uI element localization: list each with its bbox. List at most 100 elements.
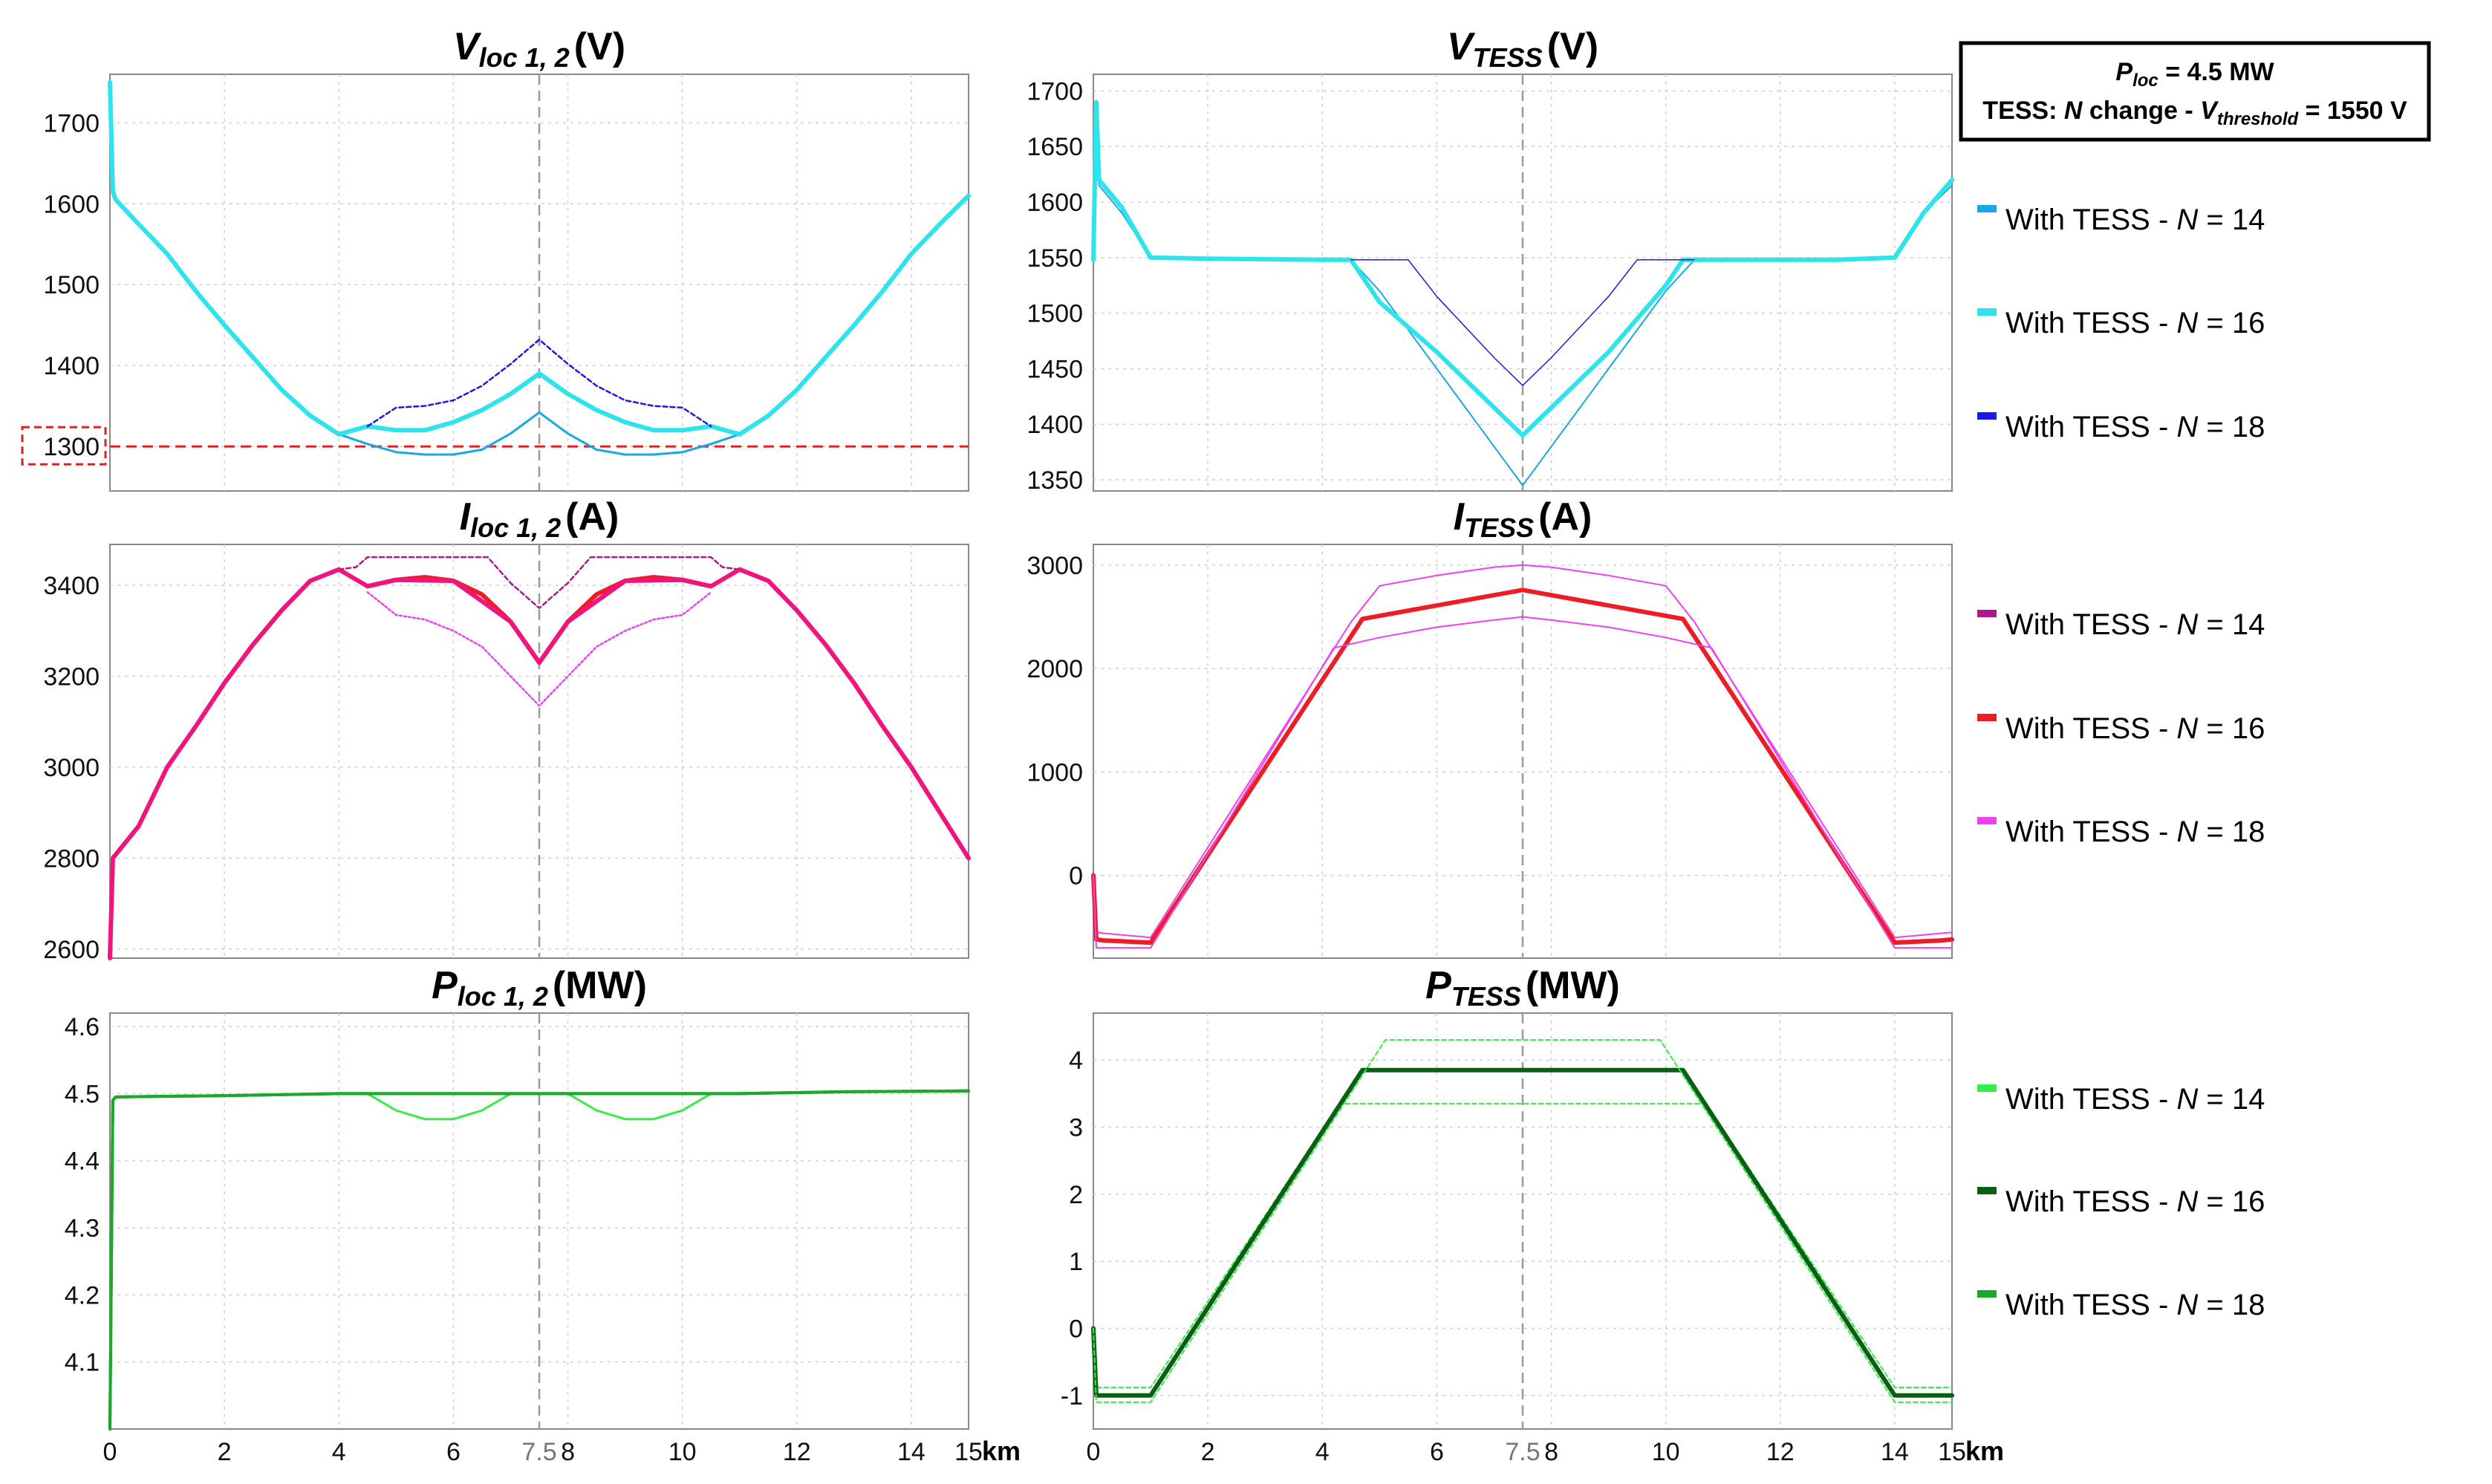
y-tick-label: 3000: [43, 754, 100, 782]
y-tick-label: 4.3: [65, 1214, 100, 1243]
info-line-2: TESS: N change - Vthreshold = 1550 V: [1982, 97, 2407, 129]
x-tick-label: 2: [218, 1438, 232, 1466]
y-tick-label: 1350: [1027, 466, 1083, 495]
info-line-2-b: change -: [2082, 97, 2200, 125]
legend-label: With TESS - N = 16: [2005, 307, 2265, 339]
legend-swatch: [1977, 817, 1997, 824]
y-tick-label: 1450: [1027, 355, 1083, 383]
info-line-1-sub: loc: [2132, 71, 2158, 91]
series-line: [366, 339, 712, 428]
info-line-1-var: P: [2115, 58, 2132, 86]
plot-area: [1093, 74, 1953, 492]
info-line-2-c: = 1550 V: [2298, 97, 2407, 125]
legend-label: With TESS - N = 16: [2005, 1185, 2265, 1218]
legend-swatch: [1977, 412, 1997, 420]
series-line: [1093, 564, 1953, 939]
reference-label: 1300: [43, 433, 100, 461]
panel-title: Iloc 1, 2 (A): [460, 495, 619, 543]
y-tick-label: 1700: [1027, 77, 1083, 105]
y-tick-label: 4.4: [65, 1148, 100, 1176]
info-line-2-n: N: [2064, 97, 2083, 125]
legend-label: With TESS - N = 14: [2005, 204, 2265, 236]
legend-voltage: With TESS - N = 14 With TESS - N = 16 Wi…: [1977, 204, 2265, 443]
legend-swatch: [1977, 1084, 1997, 1092]
legend-current: With TESS - N = 14 With TESS - N = 16 Wi…: [1977, 608, 2265, 848]
series-line: [1350, 259, 1695, 386]
info-line-1: Ploc = 4.5 MW: [2115, 58, 2274, 91]
x-axis-unit: km: [982, 1436, 1021, 1466]
panel-title: Vloc 1, 2 (V): [453, 25, 625, 73]
legend-swatch: [1977, 205, 1997, 212]
legend-label: With TESS - N = 18: [2005, 411, 2265, 443]
x-tick-label: 7.5: [1505, 1438, 1540, 1466]
legend-label: With TESS - N = 16: [2005, 712, 2265, 745]
legend-swatch: [1977, 610, 1997, 617]
x-tick-label: 15: [1938, 1438, 1966, 1466]
series-line: [1091, 100, 1954, 438]
series-line: [1091, 1067, 1954, 1398]
y-tick-label: -1: [1061, 1382, 1083, 1410]
x-tick-label: 2: [1201, 1438, 1215, 1466]
series-line: [108, 567, 971, 960]
panel-title: Ploc 1, 2 (MW): [432, 964, 647, 1012]
series-line: [1091, 588, 1954, 946]
x-tick-label: 12: [783, 1438, 811, 1466]
series-line: [1093, 616, 1953, 949]
legend-swatch: [1977, 1290, 1997, 1298]
x-tick-label: 6: [1430, 1438, 1444, 1466]
chart-i-tess: 0 1000 2000 3000 ITESS (A): [1027, 495, 1954, 959]
legend-label: With TESS - N = 14: [2005, 608, 2265, 641]
legend-label: With TESS - N = 18: [2005, 1289, 2265, 1321]
info-line-2-sub: threshold: [2217, 109, 2300, 129]
x-tick-label: 15: [954, 1438, 983, 1466]
y-tick-label: 2: [1069, 1181, 1083, 1209]
y-tick-label: 2800: [43, 844, 100, 873]
x-tick-label: 4: [332, 1438, 346, 1466]
y-tick-label: 3400: [43, 572, 100, 600]
y-tick-label: 1000: [1027, 758, 1083, 787]
y-tick-label: 1700: [43, 109, 100, 137]
y-tick-label: 1400: [43, 352, 100, 380]
panel-title: PTESS (MW): [1425, 964, 1620, 1012]
legend-swatch: [1977, 1187, 1997, 1194]
x-tick-label: 4: [1315, 1438, 1330, 1466]
info-box-frame: [1959, 41, 2431, 142]
y-tick-label: 0: [1069, 862, 1083, 891]
y-tick-label: 0: [1069, 1315, 1083, 1344]
chart-v-tess: 1350 1400 1450 1500 1550 1600 1650 1700 VTESS (V): [1027, 25, 1954, 495]
x-tick-label: 7.5: [521, 1438, 556, 1466]
y-tick-label: 3: [1069, 1114, 1083, 1142]
chart-p-loc: 0 2 4 6 7.5 8 10 12 14 15 km 4.1 4.2 4.3 4.4 4.5 4.6 Ploc…: [65, 964, 1021, 1466]
panel-title: VTESS (V): [1447, 25, 1598, 73]
y-tick-label: 4.5: [65, 1080, 100, 1108]
x-tick-label: 10: [668, 1438, 697, 1466]
y-tick-label: 3000: [1027, 552, 1083, 580]
chart-i-loc: 2600 2800 3000 3200 3400 Iloc 1, 2 (A): [43, 495, 971, 964]
y-tick-label: 2600: [43, 936, 100, 964]
series-line: [366, 591, 712, 707]
x-tick-label: 12: [1766, 1438, 1795, 1466]
info-box: Ploc = 4.5 MW TESS: N change - Vthreshol…: [1959, 41, 2431, 142]
x-tick-label: 8: [1544, 1438, 1558, 1466]
y-tick-label: 1600: [1027, 189, 1083, 217]
y-tick-label: 4.2: [65, 1281, 100, 1309]
x-tick-label: 6: [446, 1438, 461, 1466]
y-tick-label: 1500: [1027, 300, 1083, 328]
x-axis-unit: km: [1965, 1436, 2004, 1466]
x-tick-label: 10: [1652, 1438, 1680, 1466]
x-tick-label: 14: [1881, 1438, 1909, 1466]
chart-panels: 130014001500160017001300Vloc 1, 2(V)1350…: [21, 25, 2004, 1466]
chart-v-loc: 130014001500160017001300Vloc 1, 2(V): [21, 25, 971, 492]
series-line: [108, 1089, 970, 1431]
y-tick-label: 4.6: [65, 1013, 100, 1041]
y-tick-label: 4: [1069, 1047, 1083, 1075]
info-line-2-v: V: [2200, 97, 2219, 125]
info-line-1-rest: = 4.5 MW: [2158, 58, 2275, 86]
legend-label: With TESS - N = 14: [2005, 1083, 2265, 1116]
series-line: [1093, 1039, 1953, 1403]
series-line: [338, 556, 741, 609]
y-tick-label: 4.1: [65, 1349, 100, 1377]
x-tick-label: 0: [1087, 1438, 1101, 1466]
y-tick-label: 1400: [1027, 411, 1083, 439]
